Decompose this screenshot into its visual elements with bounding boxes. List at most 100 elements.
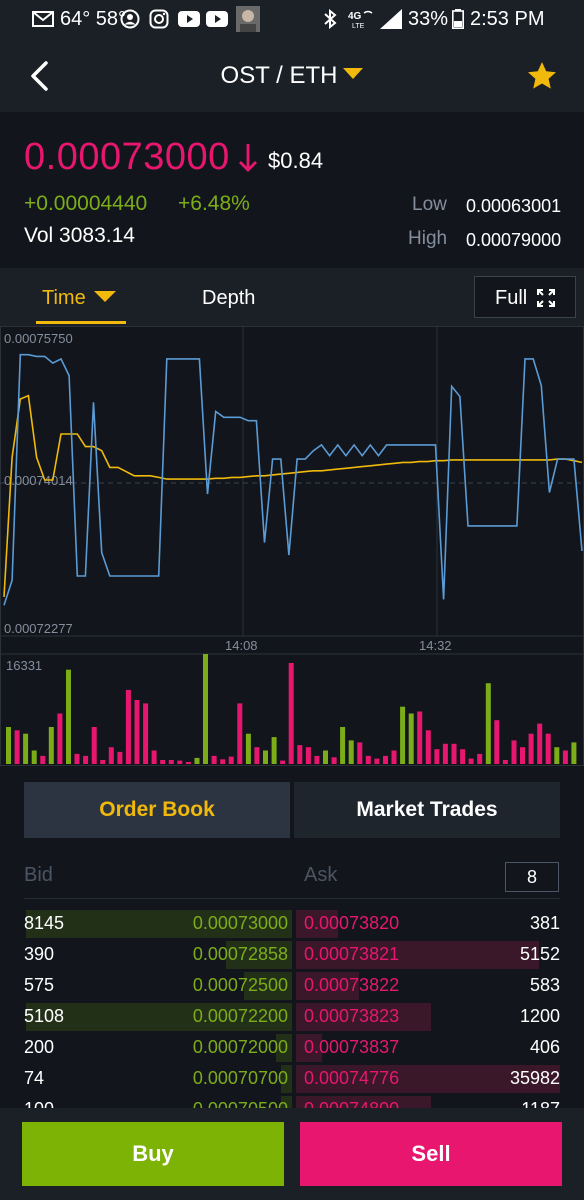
ask-quantity: 406 [529, 1037, 560, 1057]
ask-quantity: 1200 [519, 1006, 560, 1026]
low-label: Low [412, 194, 447, 215]
ask-price: 0.00073837 [304, 1037, 400, 1057]
volume-bar [100, 760, 106, 764]
tab-time-label: Time [42, 287, 86, 309]
chart-tabs: Time Depth Full [0, 268, 584, 326]
volume-bar [143, 703, 149, 764]
bid-header: Bid [24, 864, 53, 886]
order-book-tabs: Order Book Market Trades [24, 782, 560, 838]
volume-bar [554, 747, 560, 764]
order-book-row[interactable]: 200 0.00072000 0.00073837 406 [24, 1034, 560, 1062]
low-value: 0.00063001 [466, 196, 562, 216]
ask-depth-bar [296, 972, 360, 1000]
mail-icon [32, 11, 54, 27]
y-tick-label: 0.00075750 [4, 331, 73, 346]
fullscreen-button[interactable]: Full [474, 276, 576, 318]
volume-bar [220, 759, 226, 764]
sell-button[interactable]: Sell [300, 1122, 562, 1186]
volume-bar [57, 713, 63, 764]
volume-bar [494, 720, 500, 764]
price-chart[interactable]: 0.00075750 0.00074014 0.00072277 14:08 14:32… [0, 326, 584, 766]
bid-depth-bar [26, 910, 292, 938]
volume-bar [468, 758, 474, 764]
tab-time[interactable]: Time [42, 287, 116, 310]
bid-depth-bar [276, 1034, 292, 1062]
tab-market-trades[interactable]: Market Trades [294, 782, 560, 838]
svg-text:LTE: LTE [352, 23, 365, 29]
ask-price: 0.00074776 [304, 1068, 400, 1088]
volume-bar [571, 742, 577, 764]
volume-bar [14, 730, 20, 764]
change-absolute: +0.00004440 [24, 192, 148, 215]
ask-depth-bar [296, 1034, 323, 1062]
ask-quantity: 381 [529, 913, 560, 933]
bid-quantity: 5108 [24, 1006, 65, 1026]
volume-bar [31, 750, 37, 764]
temperature-text: 64° 58° [60, 8, 127, 30]
buy-button[interactable]: Buy [22, 1122, 284, 1186]
volume-max-label: 16331 [6, 658, 42, 673]
order-book-row[interactable]: 8145 0.00073000 0.00073820 381 [24, 910, 560, 938]
volume-bar [511, 740, 517, 764]
ask-price: 0.00073823 [304, 1006, 400, 1026]
volume-bar [408, 713, 414, 764]
ma-line [3, 394, 583, 597]
bid-quantity: 200 [24, 1037, 55, 1057]
ask-depth-bar [296, 910, 339, 938]
volume-bar [477, 753, 483, 764]
volume-bar [228, 756, 234, 764]
chart-canvas: 0.00075750 0.00074014 0.00072277 14:08 14:32… [0, 326, 584, 766]
volume-bar [23, 733, 29, 764]
ask-quantity: 35982 [509, 1068, 560, 1088]
price-line [3, 353, 583, 606]
order-book-row[interactable]: 74 0.00070700 0.00074776 35982 [24, 1065, 560, 1093]
volume-bar [263, 750, 268, 764]
volume-bar [66, 669, 71, 764]
bid-quantity: 390 [24, 944, 55, 964]
volume-bar [108, 747, 114, 764]
volume-bar [280, 760, 286, 764]
bid-price: 0.00072200 [192, 1006, 288, 1026]
app-header: OST / ETH [0, 40, 584, 112]
x-tick-label: 14:08 [225, 638, 258, 653]
volume-bar [83, 755, 89, 764]
volume-bar [6, 727, 11, 764]
account-icon [120, 9, 140, 29]
back-arrow-icon[interactable] [28, 60, 50, 92]
last-price: 0.00073000 [24, 136, 230, 178]
depth-selector[interactable]: 8 [505, 862, 559, 892]
fullscreen-label: Full [495, 287, 528, 309]
volume-bar [40, 755, 46, 764]
volume-bar [562, 750, 568, 764]
volume: Vol 3083.14 [24, 224, 135, 247]
order-book-row[interactable]: 575 0.00072500 0.00073822 583 [24, 972, 560, 1000]
tab-depth[interactable]: Depth [202, 287, 256, 309]
volume-bar [134, 700, 140, 764]
battery-percent: 33% [408, 8, 449, 30]
volume-bar [245, 733, 251, 764]
volume-bar [460, 749, 466, 764]
order-book-row[interactable]: 390 0.00072858 0.00073821 5152 [24, 941, 560, 969]
volume-bar [331, 757, 337, 764]
ask-price: 0.00073820 [304, 913, 400, 933]
bid-depth-bar [281, 1065, 292, 1093]
tab-order-book[interactable]: Order Book [24, 782, 290, 838]
volume-bar [185, 762, 191, 764]
arrow-down-icon [239, 144, 257, 172]
volume-bar [442, 743, 448, 764]
star-icon[interactable] [526, 60, 558, 92]
order-book-row[interactable]: 5108 0.00072200 0.00073823 1200 [24, 1003, 560, 1031]
volume-bar [545, 733, 551, 764]
profile-photo-icon [236, 6, 260, 32]
volume-bar [237, 703, 243, 764]
pair-selector[interactable]: OST / ETH [0, 62, 584, 90]
signal-icon [380, 9, 402, 29]
divider [24, 898, 560, 899]
volume-bar [417, 711, 423, 764]
caret-down-icon [93, 291, 116, 303]
volume-bar [297, 745, 303, 764]
volume-bar [391, 750, 397, 764]
active-tab-indicator [36, 321, 126, 324]
high-value: 0.00079000 [466, 230, 562, 250]
